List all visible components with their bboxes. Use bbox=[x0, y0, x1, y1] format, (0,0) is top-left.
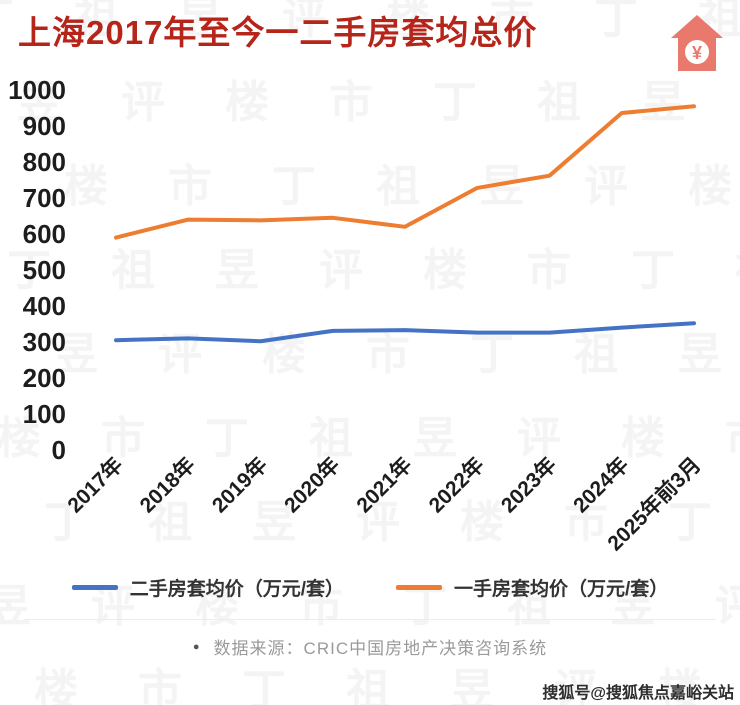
y-tick-label: 800 bbox=[23, 147, 66, 177]
y-tick-label: 700 bbox=[23, 183, 66, 213]
y-tick-label: 100 bbox=[23, 399, 66, 429]
y-tick-label: 900 bbox=[23, 111, 66, 141]
y-tick-label: 600 bbox=[23, 219, 66, 249]
x-tick-label: 2018年 bbox=[135, 453, 200, 518]
chart-title: 上海2017年至今一二手房套均总价 bbox=[18, 14, 538, 51]
header: 上海2017年至今一二手房套均总价 ¥ bbox=[0, 0, 740, 72]
data-source-text: 数据来源：CRIC中国房地产决策咨询系统 bbox=[213, 639, 548, 658]
x-tick-label: 2020年 bbox=[279, 453, 344, 518]
series-line bbox=[114, 321, 696, 344]
watermark-char: 市 bbox=[138, 666, 182, 705]
x-tick-label: 2024年 bbox=[568, 453, 633, 518]
yen-circle bbox=[685, 40, 709, 64]
chart-area: 0 100 200 300 400 500 600 700 800 900 1000 2017年 201… bbox=[0, 74, 740, 574]
source-bullet: ● bbox=[192, 640, 200, 653]
y-tick-label: 300 bbox=[23, 327, 66, 357]
series-line bbox=[114, 104, 696, 240]
watermark-char: 昱 bbox=[450, 666, 494, 705]
legend-item: 二手房套均价（万元/套） bbox=[71, 574, 344, 601]
y-tick-label: 1000 bbox=[8, 75, 66, 105]
watermark-char: 祖 bbox=[346, 666, 390, 705]
legend-swatch bbox=[71, 585, 118, 590]
y-tick-label: 200 bbox=[23, 363, 66, 393]
watermark-char: 丁 bbox=[242, 666, 286, 705]
x-tick-label: 2023年 bbox=[496, 453, 561, 518]
legend-swatch bbox=[396, 585, 442, 590]
y-tick-label: 0 bbox=[52, 435, 66, 465]
y-tick-label: 500 bbox=[23, 255, 66, 285]
house-yen-icon: ¥ bbox=[671, 15, 723, 71]
sohu-watermark: 搜狐号@搜狐焦点嘉峪关站 bbox=[542, 685, 734, 702]
legend-label: 一手房套均价（万元/套） bbox=[454, 579, 669, 600]
yen-symbol: ¥ bbox=[692, 43, 702, 63]
y-tick-label: 400 bbox=[23, 291, 66, 321]
legend-label: 二手房套均价（万元/套） bbox=[129, 579, 344, 600]
watermark-char: 楼 bbox=[34, 666, 78, 705]
x-tick-label: 2017年 bbox=[63, 453, 128, 518]
legend-item: 一手房套均价（万元/套） bbox=[396, 574, 668, 601]
x-tick-label: 2019年 bbox=[207, 453, 272, 518]
footer: ● 数据来源：CRIC中国房地产决策咨询系统 bbox=[24, 619, 716, 659]
chart-legend: 二手房套均价（万元/套） 一手房套均价（万元/套） bbox=[0, 574, 740, 601]
x-tick-label: 2022年 bbox=[424, 453, 489, 518]
x-tick-label: 2021年 bbox=[352, 453, 417, 518]
